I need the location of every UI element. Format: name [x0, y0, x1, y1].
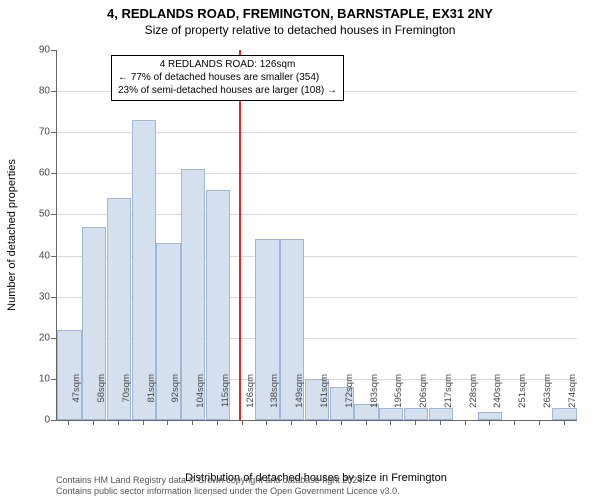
x-tick-label: 70sqm: [121, 374, 132, 424]
y-tick-mark: [51, 420, 56, 421]
x-tick-label: 172sqm: [344, 374, 355, 424]
x-tick-label: 126sqm: [245, 374, 256, 424]
x-tick-mark: [390, 420, 391, 425]
x-tick-mark: [118, 420, 119, 425]
x-tick-mark: [440, 420, 441, 425]
footer-line1: Contains HM Land Registry data © Crown c…: [56, 475, 400, 486]
y-tick-mark: [51, 173, 56, 174]
y-tick-mark: [51, 338, 56, 339]
x-tick-label: 92sqm: [170, 374, 181, 424]
x-tick-mark: [465, 420, 466, 425]
x-tick-label: 47sqm: [71, 374, 82, 424]
x-tick-label: 217sqm: [443, 374, 454, 424]
y-tick-mark: [51, 50, 56, 51]
y-tick-label: 60: [20, 168, 50, 179]
chart-subtitle: Size of property relative to detached ho…: [0, 21, 600, 37]
x-tick-label: 274sqm: [567, 374, 578, 424]
y-tick-label: 40: [20, 250, 50, 261]
x-tick-label: 183sqm: [369, 374, 380, 424]
x-tick-mark: [341, 420, 342, 425]
footer-attribution: Contains HM Land Registry data © Crown c…: [56, 475, 400, 498]
x-tick-mark: [93, 420, 94, 425]
x-tick-label: 240sqm: [492, 374, 503, 424]
x-tick-label: 251sqm: [517, 374, 528, 424]
y-tick-label: 10: [20, 373, 50, 384]
x-tick-label: 58sqm: [96, 374, 107, 424]
x-tick-label: 81sqm: [146, 374, 157, 424]
y-tick-label: 0: [20, 415, 50, 426]
x-tick-mark: [68, 420, 69, 425]
chart-area: 0102030405060708090 47sqm58sqm70sqm81sqm…: [56, 50, 576, 420]
annotation-line1: 4 REDLANDS ROAD: 126sqm: [118, 59, 337, 72]
y-tick-mark: [51, 214, 56, 215]
y-tick-mark: [51, 256, 56, 257]
x-tick-mark: [266, 420, 267, 425]
x-tick-label: 195sqm: [393, 374, 404, 424]
y-tick-mark: [51, 379, 56, 380]
footer-line2: Contains public sector information licen…: [56, 486, 400, 497]
reference-line: [239, 50, 241, 420]
x-tick-label: 206sqm: [418, 374, 429, 424]
y-tick-label: 80: [20, 86, 50, 97]
plot-area: [56, 50, 577, 421]
chart-container: 4, REDLANDS ROAD, FREMINGTON, BARNSTAPLE…: [0, 0, 600, 500]
y-tick-mark: [51, 91, 56, 92]
x-tick-label: 263sqm: [542, 374, 553, 424]
x-tick-mark: [192, 420, 193, 425]
annotation-line3: 23% of semi-detached houses are larger (…: [118, 85, 337, 98]
chart-title: 4, REDLANDS ROAD, FREMINGTON, BARNSTAPLE…: [0, 0, 600, 21]
y-tick-label: 90: [20, 45, 50, 56]
x-tick-label: 115sqm: [220, 374, 231, 424]
x-tick-mark: [514, 420, 515, 425]
annotation-box: 4 REDLANDS ROAD: 126sqm ← 77% of detache…: [111, 55, 344, 101]
y-tick-label: 70: [20, 127, 50, 138]
x-tick-label: 104sqm: [195, 374, 206, 424]
bars-group: [57, 50, 577, 420]
x-tick-mark: [291, 420, 292, 425]
x-tick-label: 138sqm: [269, 374, 280, 424]
annotation-line2: ← 77% of detached houses are smaller (35…: [118, 72, 337, 85]
x-tick-mark: [539, 420, 540, 425]
x-tick-mark: [366, 420, 367, 425]
x-tick-label: 161sqm: [319, 374, 330, 424]
x-tick-mark: [415, 420, 416, 425]
y-tick-label: 20: [20, 332, 50, 343]
y-tick-label: 50: [20, 209, 50, 220]
x-tick-mark: [217, 420, 218, 425]
y-tick-mark: [51, 297, 56, 298]
y-axis-label: Number of detached properties: [6, 159, 18, 311]
x-tick-mark: [489, 420, 490, 425]
y-tick-label: 30: [20, 291, 50, 302]
x-tick-label: 149sqm: [294, 374, 305, 424]
y-tick-mark: [51, 132, 56, 133]
x-tick-mark: [143, 420, 144, 425]
x-tick-label: 228sqm: [468, 374, 479, 424]
x-tick-mark: [564, 420, 565, 425]
x-tick-mark: [316, 420, 317, 425]
x-tick-mark: [167, 420, 168, 425]
x-tick-mark: [242, 420, 243, 425]
